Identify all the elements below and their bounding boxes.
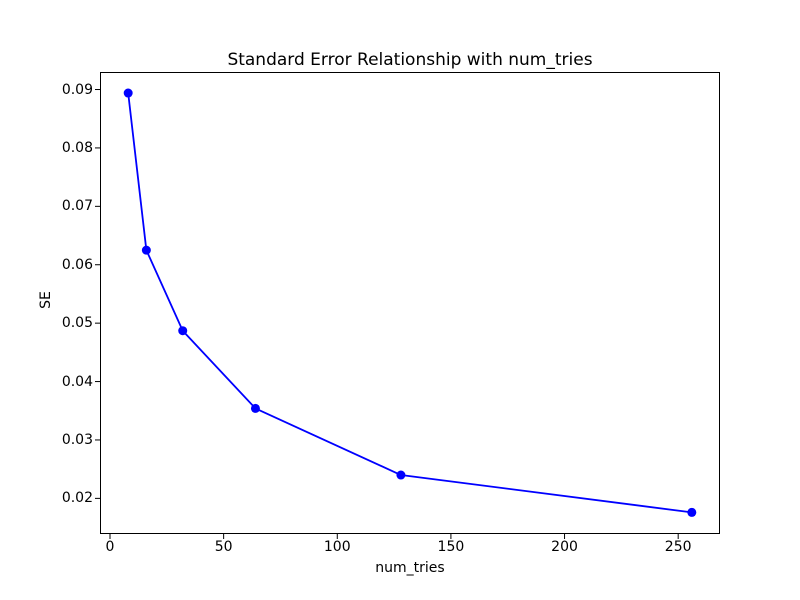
x-tick-label: 200	[551, 539, 578, 555]
x-tick-label: 250	[664, 539, 692, 555]
y-tick-label: 0.08	[61, 139, 93, 156]
data-point-marker	[250, 403, 260, 413]
x-tick-label: 150	[437, 539, 465, 555]
y-tick-label: 0.02	[61, 490, 93, 507]
x-tick-label: 100	[323, 539, 351, 555]
data-point-marker	[123, 88, 133, 98]
y-tick-label: 0.09	[61, 81, 93, 98]
x-tick-label: 0	[105, 539, 115, 555]
data-point-marker	[178, 326, 188, 336]
y-tick-label: 0.04	[61, 373, 93, 390]
x-tick-label: 50	[214, 539, 233, 555]
se-line	[127, 92, 692, 514]
data-point-marker	[687, 507, 697, 517]
data-point-marker	[396, 470, 406, 480]
y-tick-label: 0.07	[61, 198, 93, 215]
axes-frame	[100, 72, 720, 534]
chart-title: Standard Error Relationship with num_tri…	[227, 50, 593, 70]
y-tick-label: 0.06	[61, 256, 93, 273]
x-axis-label: num_tries	[375, 560, 445, 576]
y-tick-label: 0.05	[61, 315, 93, 332]
y-axis-label: SE	[38, 291, 54, 309]
y-tick-label: 0.03	[61, 431, 93, 448]
data-point-marker	[141, 245, 151, 255]
